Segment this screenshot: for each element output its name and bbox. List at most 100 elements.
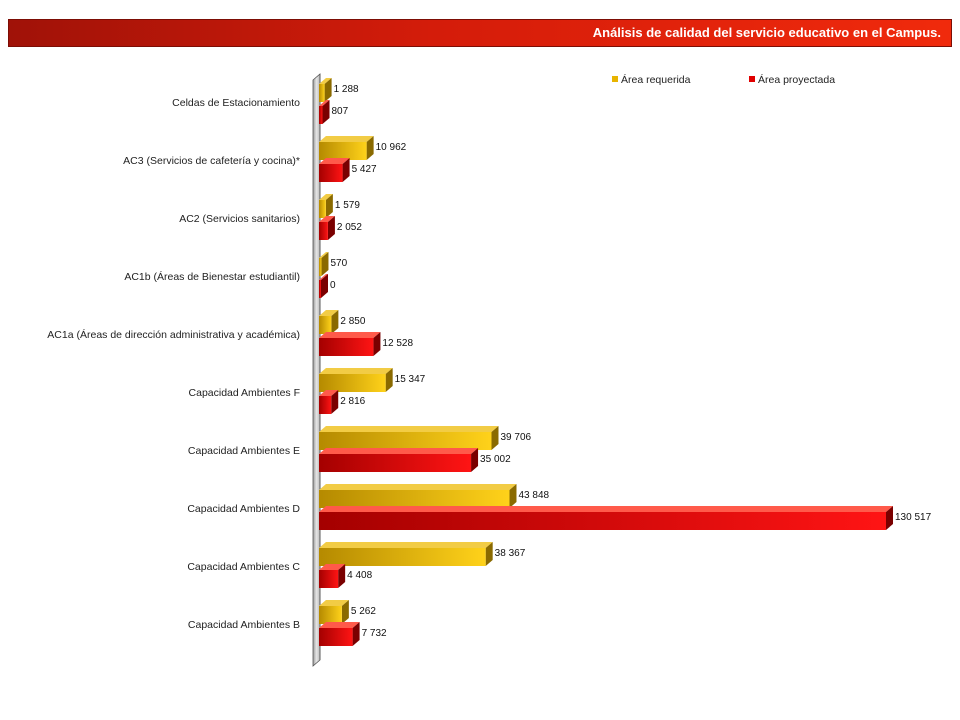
bar-proyectada-side xyxy=(886,506,893,530)
data-label: 10 962 xyxy=(376,142,407,153)
category-label: Capacidad Ambientes E xyxy=(188,445,300,457)
category-label: AC3 (Servicios de cafetería y cocina)* xyxy=(123,155,300,167)
legend-label: Área requerida xyxy=(621,73,691,86)
bar-requerida-side xyxy=(485,542,493,566)
bar-proyectada xyxy=(319,164,343,182)
bar-requerida-top xyxy=(319,252,329,258)
data-label: 4 408 xyxy=(347,570,372,581)
bar-proyectada-top xyxy=(319,564,346,570)
bar-requerida-side xyxy=(324,78,332,102)
bar-proyectada-side xyxy=(471,448,479,472)
category-label: Capacidad Ambientes F xyxy=(189,387,300,399)
bar-proyectada xyxy=(319,628,353,646)
bar-proyectada-top xyxy=(319,332,381,338)
data-label: 1 579 xyxy=(335,200,360,211)
title-bar: Análisis de calidad del servicio educati… xyxy=(8,19,952,47)
data-label: 807 xyxy=(332,106,349,117)
data-label: 0 xyxy=(330,280,336,291)
bar-requerida-side xyxy=(325,194,333,218)
bar-requerida-side xyxy=(509,484,517,508)
bar-proyectada-side xyxy=(331,390,339,414)
data-label: 38 367 xyxy=(495,548,526,559)
category-label: AC2 (Servicios sanitarios) xyxy=(179,213,300,225)
bars-group xyxy=(319,78,893,646)
data-label: 43 848 xyxy=(518,490,549,501)
data-label: 1 288 xyxy=(334,84,359,95)
category-label: Capacidad Ambientes B xyxy=(188,619,300,631)
bar-requerida-top xyxy=(319,426,499,432)
category-label: AC1b (Áreas de Bienestar estudiantil) xyxy=(124,270,300,283)
data-label: 2 816 xyxy=(340,396,365,407)
axis-wall-side xyxy=(312,73,321,667)
bar-requerida-top xyxy=(319,368,393,374)
data-label: 35 002 xyxy=(480,454,511,465)
data-label: 15 347 xyxy=(395,374,426,385)
data-label: 7 732 xyxy=(362,628,387,639)
bar-proyectada xyxy=(319,222,328,240)
data-label: 12 528 xyxy=(382,338,413,349)
bar-proyectada-top xyxy=(319,100,330,106)
bar-requerida xyxy=(319,548,486,566)
bar-requerida xyxy=(319,84,325,102)
bar-proyectada-side xyxy=(373,332,381,356)
labels-group: Celdas de Estacionamiento 1 288 807 AC3 (Se… xyxy=(47,84,931,639)
bar-requerida-top xyxy=(319,484,517,490)
legend-swatch xyxy=(749,76,755,82)
bar-requerida-top xyxy=(319,542,493,548)
data-label: 5 427 xyxy=(352,164,377,175)
bar-requerida-top xyxy=(319,136,374,142)
bar-requerida xyxy=(319,316,332,334)
bar-proyectada xyxy=(319,106,323,124)
category-label: Capacidad Ambientes D xyxy=(187,503,300,515)
bar-proyectada-top xyxy=(319,158,350,164)
bar-requerida-top xyxy=(319,600,349,606)
data-label: 2 850 xyxy=(340,316,365,327)
legend-label: Área proyectada xyxy=(758,73,835,86)
bar-proyectada-side xyxy=(352,622,360,646)
bar-requerida-top xyxy=(319,194,333,200)
data-label: 2 052 xyxy=(337,222,362,233)
bar-proyectada xyxy=(319,280,321,298)
bar-requerida-side xyxy=(341,600,349,624)
bar-proyectada xyxy=(319,454,472,472)
bar-requerida xyxy=(319,606,342,624)
category-label: AC1a (Áreas de dirección administrativa … xyxy=(47,328,300,341)
legend: Área requerida Área proyectada xyxy=(612,73,835,86)
legend-swatch xyxy=(612,76,618,82)
data-label: 130 517 xyxy=(895,512,932,523)
data-label: 5 262 xyxy=(351,606,376,617)
bar-proyectada xyxy=(319,512,886,530)
bar-proyectada xyxy=(319,338,374,356)
axis-wall xyxy=(312,73,321,667)
bar-proyectada-top xyxy=(319,506,893,512)
bar-proyectada xyxy=(319,570,339,588)
bar-proyectada-side xyxy=(327,216,335,240)
bar-requerida-side xyxy=(321,252,329,276)
bar-requerida xyxy=(319,432,492,450)
bar-proyectada-side xyxy=(342,158,350,182)
bar-proyectada-top xyxy=(319,622,360,628)
bar-proyectada-side xyxy=(338,564,346,588)
bar-proyectada-top xyxy=(319,216,335,222)
category-label: Celdas de Estacionamiento xyxy=(172,97,300,109)
bar-requerida-top xyxy=(319,310,339,316)
bar-proyectada-side xyxy=(321,274,328,298)
bar-requerida xyxy=(319,374,386,392)
category-label: Capacidad Ambientes C xyxy=(187,561,300,573)
bar-requerida xyxy=(319,258,322,276)
bar-proyectada-top xyxy=(319,274,328,280)
bar-proyectada-top xyxy=(319,448,479,454)
bar-proyectada xyxy=(319,396,332,414)
bar-requerida xyxy=(319,142,367,160)
bar-requerida-side xyxy=(491,426,499,450)
bar-requerida xyxy=(319,490,510,508)
bar-proyectada-top xyxy=(319,390,339,396)
bar-requerida-top xyxy=(319,78,332,84)
bar-proyectada-side xyxy=(322,100,330,124)
data-label: 570 xyxy=(330,258,347,269)
chart-title: Análisis de calidad del servicio educati… xyxy=(592,25,941,40)
bar-requerida-side xyxy=(331,310,339,334)
bar-requerida xyxy=(319,200,326,218)
data-label: 39 706 xyxy=(500,432,531,443)
